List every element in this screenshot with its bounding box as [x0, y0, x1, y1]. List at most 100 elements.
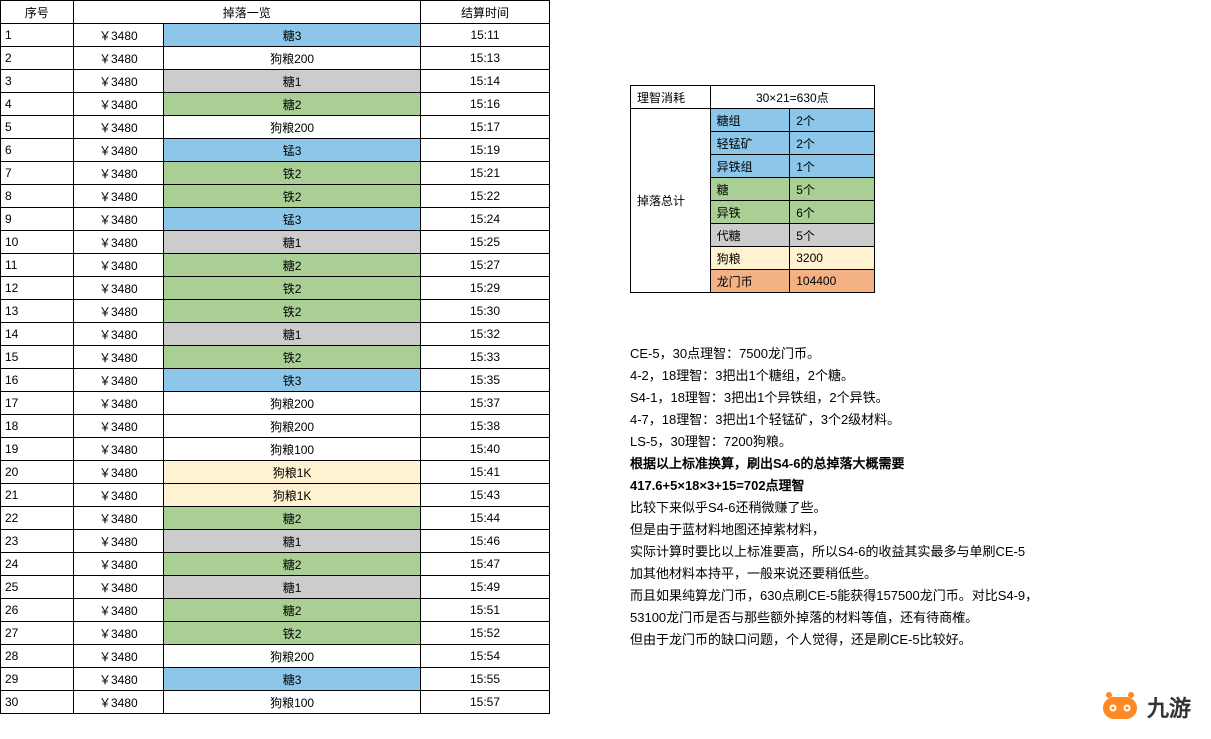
table-row: 1￥3480糖315:11	[1, 24, 550, 47]
cell-item: 铁3	[164, 369, 421, 392]
cell-money: ￥3480	[73, 162, 164, 185]
cell-money: ￥3480	[73, 622, 164, 645]
summary-item-name: 轻锰矿	[710, 132, 790, 155]
cell-idx: 24	[1, 553, 74, 576]
cell-time: 15:19	[421, 139, 550, 162]
cell-time: 15:37	[421, 392, 550, 415]
summary-group-label: 掉落总计	[631, 109, 711, 293]
cell-idx: 22	[1, 507, 74, 530]
cell-money: ￥3480	[73, 668, 164, 691]
cell-item: 铁2	[164, 622, 421, 645]
table-row: 22￥3480糖215:44	[1, 507, 550, 530]
cell-item: 糖3	[164, 24, 421, 47]
note-line: 而且如果纯算龙门币，630点刷CE-5能获得157500龙门币。对比S4-9，	[630, 585, 1130, 607]
cell-money: ￥3480	[73, 346, 164, 369]
header-drops: 掉落一览	[73, 1, 421, 24]
table-row: 6￥3480锰315:19	[1, 139, 550, 162]
cell-money: ￥3480	[73, 438, 164, 461]
logo-text: 九游	[1147, 691, 1191, 723]
cell-time: 15:11	[421, 24, 550, 47]
cell-item: 糖2	[164, 599, 421, 622]
cell-item: 锰3	[164, 208, 421, 231]
cell-idx: 7	[1, 162, 74, 185]
note-line: 53100龙门币是否与那些额外掉落的材料等值，还有待商榷。	[630, 607, 1130, 629]
cell-time: 15:57	[421, 691, 550, 714]
note-line: 4-2，18理智：3把出1个糖组，2个糖。	[630, 365, 1130, 387]
cell-idx: 26	[1, 599, 74, 622]
note-line: 4-7，18理智：3把出1个轻锰矿，3个2级材料。	[630, 409, 1130, 431]
cell-idx: 2	[1, 47, 74, 70]
cell-idx: 29	[1, 668, 74, 691]
cell-time: 15:21	[421, 162, 550, 185]
sanity-label: 理智消耗	[631, 86, 711, 109]
drop-table: 序号 掉落一览 结算时间 1￥3480糖315:112￥3480狗粮20015:…	[0, 0, 550, 714]
cell-money: ￥3480	[73, 415, 164, 438]
table-row: 26￥3480糖215:51	[1, 599, 550, 622]
cell-time: 15:51	[421, 599, 550, 622]
cell-time: 15:30	[421, 300, 550, 323]
summary-item-name: 异铁	[710, 201, 790, 224]
cell-time: 15:33	[421, 346, 550, 369]
cell-money: ￥3480	[73, 599, 164, 622]
header-time: 结算时间	[421, 1, 550, 24]
cell-idx: 14	[1, 323, 74, 346]
table-row: 11￥3480糖215:27	[1, 254, 550, 277]
table-row: 29￥3480糖315:55	[1, 668, 550, 691]
cell-item: 糖2	[164, 93, 421, 116]
cell-item: 糖1	[164, 70, 421, 93]
cell-idx: 27	[1, 622, 74, 645]
cell-money: ￥3480	[73, 369, 164, 392]
cell-time: 15:38	[421, 415, 550, 438]
cell-money: ￥3480	[73, 70, 164, 93]
cell-item: 糖1	[164, 231, 421, 254]
cell-idx: 15	[1, 346, 74, 369]
cell-money: ￥3480	[73, 392, 164, 415]
table-row: 18￥3480狗粮20015:38	[1, 415, 550, 438]
cell-item: 糖2	[164, 553, 421, 576]
cell-time: 15:46	[421, 530, 550, 553]
note-line: CE-5，30点理智：7500龙门币。	[630, 343, 1130, 365]
table-row: 5￥3480狗粮20015:17	[1, 116, 550, 139]
cell-idx: 12	[1, 277, 74, 300]
note-line: LS-5，30理智：7200狗粮。	[630, 431, 1130, 453]
summary-row: 掉落总计糖组2个	[631, 109, 875, 132]
cell-item: 糖2	[164, 254, 421, 277]
summary-item-name: 异铁组	[710, 155, 790, 178]
summary-item-value: 3200	[790, 247, 875, 270]
cell-time: 15:13	[421, 47, 550, 70]
cell-item: 狗粮200	[164, 645, 421, 668]
table-row: 25￥3480糖115:49	[1, 576, 550, 599]
cell-item: 狗粮100	[164, 691, 421, 714]
note-line: 417.6+5×18×3+15=702点理智	[630, 475, 1130, 497]
cell-idx: 1	[1, 24, 74, 47]
cell-money: ￥3480	[73, 116, 164, 139]
table-row: 16￥3480铁315:35	[1, 369, 550, 392]
cell-time: 15:54	[421, 645, 550, 668]
cell-item: 铁2	[164, 162, 421, 185]
summary-item-name: 代糖	[710, 224, 790, 247]
cell-item: 狗粮200	[164, 392, 421, 415]
table-row: 28￥3480狗粮20015:54	[1, 645, 550, 668]
cell-idx: 6	[1, 139, 74, 162]
cell-time: 15:35	[421, 369, 550, 392]
cell-money: ￥3480	[73, 185, 164, 208]
cell-time: 15:47	[421, 553, 550, 576]
cell-money: ￥3480	[73, 323, 164, 346]
table-row: 14￥3480糖115:32	[1, 323, 550, 346]
table-row: 7￥3480铁215:21	[1, 162, 550, 185]
cell-item: 铁2	[164, 300, 421, 323]
logo: 九游	[1099, 689, 1191, 724]
cell-item: 狗粮200	[164, 47, 421, 70]
cell-idx: 10	[1, 231, 74, 254]
cell-money: ￥3480	[73, 507, 164, 530]
cell-idx: 19	[1, 438, 74, 461]
cell-idx: 23	[1, 530, 74, 553]
summary-table: 理智消耗 30×21=630点 掉落总计糖组2个轻锰矿2个异铁组1个糖5个异铁6…	[630, 85, 875, 293]
cell-idx: 20	[1, 461, 74, 484]
cell-money: ￥3480	[73, 691, 164, 714]
cell-item: 糖1	[164, 530, 421, 553]
summary-item-value: 1个	[790, 155, 875, 178]
cell-time: 15:24	[421, 208, 550, 231]
cell-item: 糖1	[164, 576, 421, 599]
table-row: 13￥3480铁215:30	[1, 300, 550, 323]
